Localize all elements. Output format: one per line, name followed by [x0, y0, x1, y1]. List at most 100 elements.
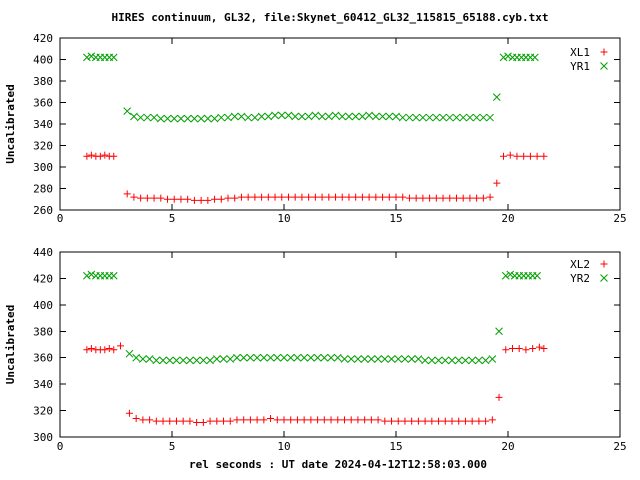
cross-marker [266, 353, 275, 362]
cross-marker [338, 112, 347, 121]
cross-marker [186, 356, 194, 365]
plus-marker [137, 194, 145, 202]
cross-marker [392, 112, 400, 121]
plus-marker [448, 417, 456, 425]
cross-marker [197, 114, 205, 123]
cross-marker [501, 271, 510, 280]
plus-marker [367, 416, 375, 424]
plus-marker [125, 409, 133, 417]
plus-marker [535, 343, 543, 351]
cross-marker [233, 353, 241, 362]
x-tick-label: 15 [389, 440, 402, 453]
cross-marker [454, 356, 463, 365]
plus-marker [358, 193, 366, 201]
plus-marker [184, 195, 192, 203]
plus-marker [110, 346, 118, 354]
x-tick-label: 10 [277, 212, 290, 225]
plus-marker [116, 342, 124, 350]
y-tick-label: 440 [33, 246, 53, 259]
plus-marker [421, 417, 429, 425]
cross-marker [192, 356, 201, 365]
cross-marker [264, 112, 273, 121]
y-tick-label: 320 [33, 140, 53, 153]
cross-marker [371, 112, 380, 121]
cross-marker [407, 355, 416, 363]
cross-marker [286, 353, 295, 362]
series-YR1 [83, 52, 539, 123]
cross-marker [87, 270, 96, 279]
cross-marker [251, 113, 259, 122]
plus-marker [190, 196, 198, 204]
y-tick-label: 400 [33, 299, 53, 312]
cross-marker [427, 356, 436, 365]
plus-marker [267, 415, 275, 422]
plus-marker [388, 417, 396, 425]
plus-marker [271, 193, 279, 201]
cross-marker [109, 271, 118, 280]
cross-marker [311, 111, 320, 120]
plus-marker [372, 193, 380, 201]
plus-marker [488, 416, 496, 424]
plus-marker [347, 416, 355, 424]
plus-marker [459, 194, 467, 202]
cross-marker [398, 113, 407, 122]
plus-marker [199, 418, 207, 426]
y-tick-label: 320 [33, 405, 53, 418]
plus-marker [179, 417, 187, 425]
cross-marker [351, 112, 360, 121]
plus-marker [493, 179, 501, 187]
plus-marker [101, 151, 109, 159]
series-XL2 [83, 342, 548, 426]
cross-marker [172, 356, 181, 365]
plus-marker [298, 193, 306, 201]
plus-marker [600, 260, 608, 268]
plus-marker [318, 193, 326, 201]
x-tick-label: 20 [501, 440, 514, 453]
plus-marker [146, 416, 154, 424]
plus-marker [526, 152, 534, 160]
cross-marker [600, 62, 608, 70]
cross-marker [504, 52, 512, 61]
panel-1: 260 280 300 320 340 360 380 400 420 0 5 10 15 20 25 Unc… [4, 32, 627, 225]
plus-marker [468, 417, 476, 425]
plus-marker [233, 416, 241, 424]
plus-marker [132, 415, 140, 422]
cross-marker [533, 271, 541, 280]
plus-marker [159, 417, 167, 425]
plus-marker [320, 416, 328, 424]
plus-marker [226, 417, 234, 425]
plus-marker [540, 152, 548, 160]
cross-marker [479, 113, 488, 122]
plus-marker [83, 152, 91, 160]
cross-marker [488, 355, 497, 363]
legend-label: XL1 [570, 46, 590, 59]
cross-marker [300, 353, 309, 362]
plus-marker [533, 152, 541, 160]
cross-marker [159, 356, 167, 365]
plus-marker [273, 416, 281, 424]
cross-marker [434, 356, 443, 365]
plus-marker [354, 416, 362, 424]
plus-marker [392, 193, 400, 201]
cross-marker [284, 111, 293, 120]
plus-marker [284, 193, 292, 201]
y-axis-label: Uncalibrated [4, 305, 17, 384]
cross-marker [217, 113, 226, 122]
plus-marker [244, 193, 252, 201]
cross-marker [156, 114, 165, 123]
cross-marker [461, 356, 470, 365]
plus-marker [231, 194, 239, 202]
cross-marker [109, 53, 118, 62]
plus-marker [482, 417, 490, 425]
cross-marker [324, 112, 333, 121]
cross-marker [87, 52, 96, 61]
y-tick-label: 360 [33, 352, 53, 365]
series-XL1 [83, 151, 548, 204]
plus-marker [529, 344, 537, 352]
y-tick-label: 400 [33, 54, 53, 67]
cross-marker [345, 112, 353, 121]
cross-marker [170, 114, 179, 123]
cross-marker [179, 356, 188, 365]
legend-label: YR1 [570, 60, 590, 73]
